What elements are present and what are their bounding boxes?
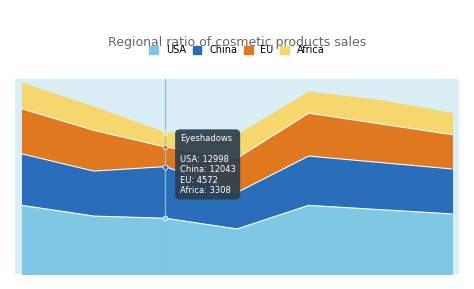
- Title: Regional ratio of cosmetic products sales: Regional ratio of cosmetic products sale…: [108, 36, 366, 49]
- Text: Eyeshadows

USA: 12998
China: 12043
EU: 4572
Africa: 3308: Eyeshadows USA: 12998 China: 12043 EU: 4…: [180, 134, 236, 195]
- Legend: USA, China, EU, Africa: USA, China, EU, Africa: [146, 41, 328, 59]
